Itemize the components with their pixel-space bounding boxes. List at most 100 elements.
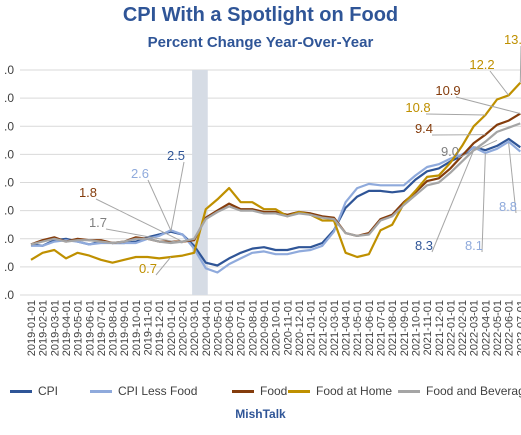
x-tick-label: 2020-05-01 xyxy=(212,300,224,356)
x-tick-label: 2020-09-01 xyxy=(259,300,271,356)
x-tick-label: 2019-04-01 xyxy=(61,300,73,356)
x-tick-label: 2021-12-01 xyxy=(434,300,446,356)
x-tick-label: 2020-10-01 xyxy=(271,300,283,356)
annotation-leader xyxy=(431,149,475,253)
x-tick-label: 2022-07-01 xyxy=(515,300,521,356)
x-tick-label: 2019-09-01 xyxy=(119,300,131,356)
x-tick-label: 2022-05-01 xyxy=(492,300,504,356)
annotation-label: 2.5 xyxy=(167,148,185,163)
annotation-leader xyxy=(481,152,486,253)
annotation-label: 8.3 xyxy=(415,238,433,253)
annotation-leader xyxy=(455,96,521,115)
source-footer: MishTalk xyxy=(235,407,286,421)
x-tick-label: 2020-06-01 xyxy=(224,300,236,356)
x-tick-label: 2022-01-01 xyxy=(445,300,457,356)
x-tick-label: 2020-12-01 xyxy=(294,300,306,356)
x-tick-label: 2020-01-01 xyxy=(166,300,178,356)
series-line-food-at-home xyxy=(30,81,521,264)
x-tick-label: 2021-04-01 xyxy=(341,300,353,356)
y-tick-label: .0 xyxy=(4,288,14,302)
annotation-label: 9.4 xyxy=(415,121,433,136)
annotation-label: 1.7 xyxy=(89,215,107,230)
legend-item: Food and Beverage xyxy=(398,384,521,398)
annotation-label: 2.6 xyxy=(131,166,149,181)
annotation-leader xyxy=(489,70,510,96)
x-tick-label: 2020-07-01 xyxy=(236,300,248,356)
annotation-label: 13. xyxy=(504,32,521,47)
annotation-leader xyxy=(170,161,185,232)
chart-title: CPI With a Spotlight on Food xyxy=(122,4,399,26)
legend-label: CPI xyxy=(38,384,59,398)
x-tick-label: 2021-01-01 xyxy=(306,300,318,356)
annotation-label: 8.1 xyxy=(465,238,483,253)
x-tick-label: 2022-02-01 xyxy=(457,300,469,356)
series-line-cpi-less-food xyxy=(31,140,521,274)
x-tick-label: 2021-10-01 xyxy=(410,300,422,356)
annotation-leader xyxy=(508,143,517,214)
legend-swatch xyxy=(288,389,310,393)
y-tick-label: .0 xyxy=(4,119,14,133)
x-tick-label: 2020-02-01 xyxy=(177,300,189,356)
annotation-leader xyxy=(105,228,183,244)
x-tick-label: 2021-08-01 xyxy=(387,300,399,356)
x-tick-label: 2019-07-01 xyxy=(96,300,108,356)
x-tick-label: 2021-05-01 xyxy=(352,300,364,356)
x-tick-label: 2021-09-01 xyxy=(399,300,411,356)
x-tick-label: 2020-08-01 xyxy=(247,300,259,356)
x-tick-label: 2019-06-01 xyxy=(84,300,96,356)
series-line-food-and-beverage xyxy=(30,122,521,246)
y-tick-label: .0 xyxy=(4,232,14,246)
x-tick-label: 2020-03-01 xyxy=(189,300,201,356)
y-tick-label: .0 xyxy=(4,147,14,161)
x-tick-label: 2021-03-01 xyxy=(329,300,341,356)
annotation-label: 10.8 xyxy=(405,100,430,115)
chart-legend: CPI CPI Less Food Food Food at Home Food and… xyxy=(0,384,521,402)
x-tick-label: 2019-01-01 xyxy=(26,300,38,356)
x-tick-label: 2021-11-01 xyxy=(422,300,434,355)
y-tick-label: .0 xyxy=(4,91,14,105)
annotation-leader xyxy=(95,198,183,243)
legend-label: Food at Home xyxy=(316,384,393,398)
annotation-leader xyxy=(147,179,172,231)
annotation-label: 8.8 xyxy=(499,199,517,214)
x-tick-label: 2019-10-01 xyxy=(131,300,143,356)
annotation-leader xyxy=(425,113,486,116)
x-tick-label: 2022-06-01 xyxy=(504,300,516,356)
y-tick-label: .0 xyxy=(4,260,14,274)
annotation-leader xyxy=(457,139,498,159)
legend-item: Food xyxy=(232,384,287,398)
annotation-label: 12.2 xyxy=(469,57,494,72)
legend-item: CPI Less Food xyxy=(90,384,197,398)
annotation-leader xyxy=(155,256,172,276)
x-tick-label: 2019-11-01 xyxy=(143,300,155,355)
legend-item: Food at Home xyxy=(288,384,392,398)
x-tick-label: 2021-07-01 xyxy=(376,300,388,356)
x-tick-label: 2019-12-01 xyxy=(154,300,166,356)
y-tick-label: .0 xyxy=(4,204,14,218)
legend-label: CPI Less Food xyxy=(118,384,198,398)
x-tick-label: 2022-03-01 xyxy=(469,300,481,356)
legend-swatch xyxy=(10,389,32,393)
legend-label: Food xyxy=(260,384,288,398)
y-tick-label: .0 xyxy=(4,176,14,190)
legend-swatch xyxy=(398,389,420,393)
x-tick-label: 2020-11-01 xyxy=(282,300,294,355)
annotation-label: 9.0 xyxy=(441,144,459,159)
legend-swatch xyxy=(232,389,254,393)
x-tick-label: 2021-02-01 xyxy=(317,300,329,356)
annotation-label: 1.8 xyxy=(79,185,97,200)
legend-label: Food and Beverage xyxy=(426,384,521,398)
x-tick-label: 2019-05-01 xyxy=(73,300,85,356)
legend-item: CPI xyxy=(10,384,58,398)
annotation-label: 10.9 xyxy=(435,83,460,98)
x-tick-label: 2021-06-01 xyxy=(364,300,376,356)
y-tick-label: .0 xyxy=(4,63,14,77)
x-tick-label: 2019-08-01 xyxy=(108,300,120,356)
x-tick-label: 2022-04-01 xyxy=(480,300,492,356)
x-tick-label: 2020-04-01 xyxy=(201,300,213,356)
x-tick-label: 2019-03-01 xyxy=(49,300,61,356)
annotation-label: 0.7 xyxy=(139,261,157,276)
legend-swatch xyxy=(90,389,112,393)
chart-subtitle: Percent Change Year-Over-Year xyxy=(147,34,374,51)
